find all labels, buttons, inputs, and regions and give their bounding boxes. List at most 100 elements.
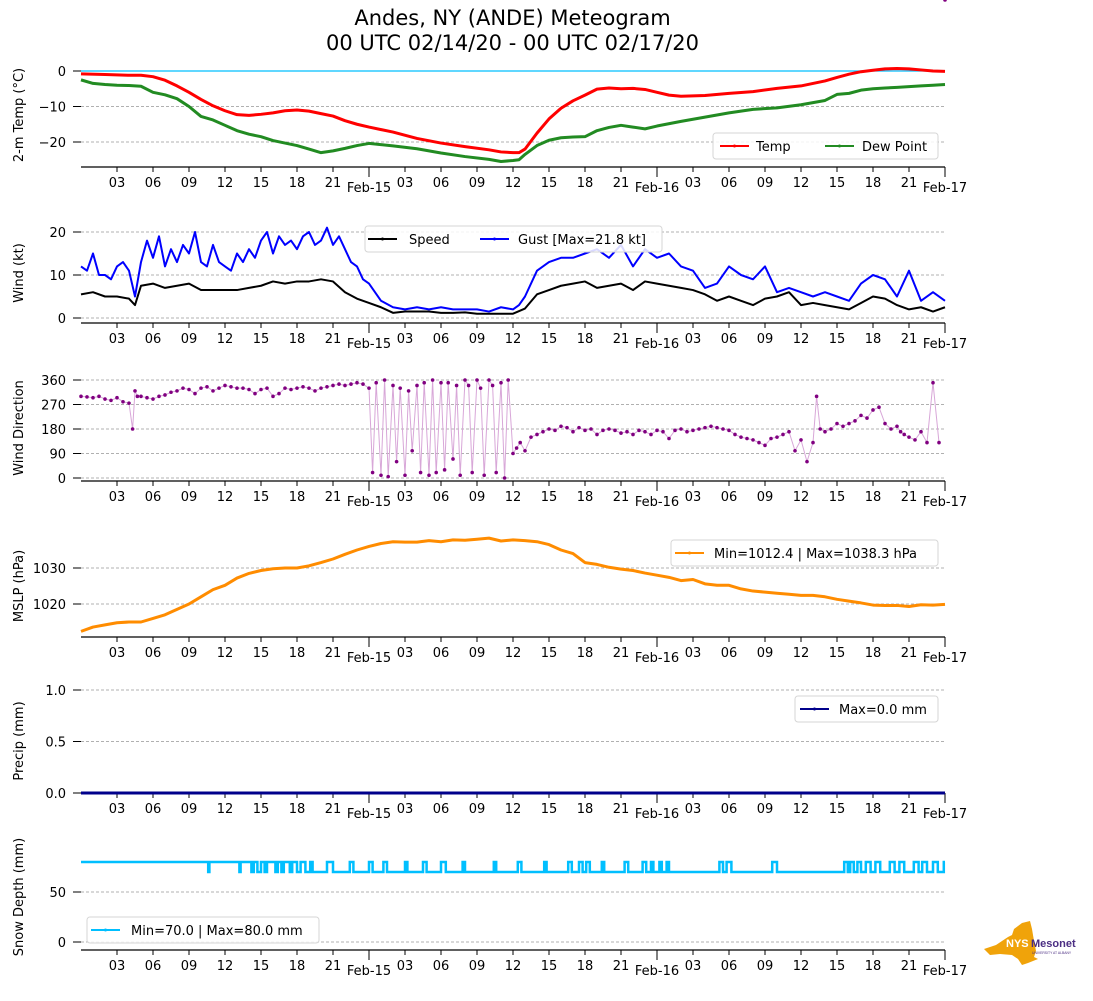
chart-title: Andes, NY (ANDE) Meteogram 00 UTC 02/14/… xyxy=(0,6,1025,56)
direction-point xyxy=(205,385,209,389)
x-tick-label: 12 xyxy=(217,646,234,661)
x-tick-label: 03 xyxy=(685,646,702,661)
direction-point xyxy=(919,429,923,434)
direction-point xyxy=(895,424,899,429)
direction-point xyxy=(818,427,822,431)
direction-point xyxy=(625,429,629,434)
x-tick-label: 06 xyxy=(433,646,450,661)
y-axis-label: MSLP (hPa) xyxy=(12,550,27,622)
direction-point xyxy=(466,383,471,388)
direction-point xyxy=(463,378,467,382)
x-tick-label: 12 xyxy=(793,802,810,817)
x-tick-label: 12 xyxy=(793,176,810,191)
direction-point xyxy=(139,394,143,399)
direction-point xyxy=(745,436,749,441)
y-tick-label: 360 xyxy=(41,374,66,389)
direction-point xyxy=(541,429,545,434)
x-tick-label: 12 xyxy=(505,332,522,347)
y-tick-label: −20 xyxy=(39,136,66,151)
x-tick-label: 03 xyxy=(109,332,126,347)
direction-point xyxy=(379,473,383,478)
direction-point xyxy=(157,394,161,399)
direction-point xyxy=(769,436,773,441)
direction-point xyxy=(283,386,287,390)
x-tick-label: 15 xyxy=(541,802,558,817)
legend-marker xyxy=(688,551,691,555)
logo-university-text: UNIVERSITY AT ALBANY xyxy=(1032,951,1072,955)
legend-marker xyxy=(493,237,496,241)
x-tick-label: 12 xyxy=(505,176,522,191)
direction-point xyxy=(529,435,533,439)
x-tick-label: 21 xyxy=(901,959,918,974)
direction-point xyxy=(325,385,329,389)
x-tick-label: 15 xyxy=(829,176,846,191)
x-tick-label: 12 xyxy=(505,802,522,817)
direction-point xyxy=(889,427,893,431)
x-tick-label: 21 xyxy=(901,490,918,505)
x-tick-label: 18 xyxy=(865,176,882,191)
x-tick-label: 12 xyxy=(217,959,234,974)
x-tick-label: 18 xyxy=(865,490,882,505)
x-tick-label: 12 xyxy=(793,332,810,347)
legend-box xyxy=(364,225,663,253)
x-tick-label: 18 xyxy=(577,959,594,974)
direction-point xyxy=(691,428,695,433)
direction-point xyxy=(181,386,185,390)
direction-point xyxy=(151,397,155,401)
direction-point xyxy=(115,395,119,400)
x-tick-label: 15 xyxy=(541,332,558,347)
x-tick-label: 15 xyxy=(253,332,270,347)
x-major-tick-label: Feb-16 xyxy=(635,181,679,196)
direction-point xyxy=(619,431,623,435)
x-tick-label: 06 xyxy=(721,332,738,347)
direction-point xyxy=(442,468,447,472)
x-tick-label: 15 xyxy=(253,490,270,505)
direction-point xyxy=(470,470,475,475)
x-tick-label: 18 xyxy=(577,802,594,817)
direction-point xyxy=(199,386,203,390)
direction-point xyxy=(841,424,845,429)
y-tick-label: 0.0 xyxy=(45,787,66,802)
x-tick-label: 03 xyxy=(109,959,126,974)
x-tick-label: 09 xyxy=(181,802,198,817)
x-tick-label: 18 xyxy=(289,959,306,974)
legend-marker xyxy=(838,144,841,148)
x-tick-label: 03 xyxy=(685,332,702,347)
y-tick-label: 1.0 xyxy=(45,684,66,699)
direction-point xyxy=(643,429,647,434)
x-tick-label: 12 xyxy=(793,646,810,661)
y-tick-label: 1030 xyxy=(33,562,66,577)
x-tick-label: 03 xyxy=(685,802,702,817)
legend-mslp: Min=1012.4 | Max=1038.3 hPa xyxy=(670,539,939,567)
legend-temp: Temp Dew Point xyxy=(712,132,939,160)
x-tick-label: 15 xyxy=(541,646,558,661)
direction-point xyxy=(931,380,935,385)
panel-wind: 0 10 20 Wind (kt) 03 06 09 12 15 18 21 03 06 09 12 15 18… xyxy=(12,225,967,352)
direction-point xyxy=(367,386,371,390)
direction-point xyxy=(370,470,375,475)
direction-point xyxy=(853,419,857,423)
ny-state-shape-icon xyxy=(984,921,1038,965)
direction-point xyxy=(307,386,311,390)
direction-point xyxy=(811,440,815,445)
direction-point xyxy=(127,401,131,405)
direction-point xyxy=(295,386,299,390)
direction-point xyxy=(277,391,281,396)
x-tick-label: 15 xyxy=(829,646,846,661)
x-tick-label: 15 xyxy=(541,959,558,974)
x-tick-label: 12 xyxy=(217,802,234,817)
direction-point xyxy=(757,440,761,445)
x-tick-label: 18 xyxy=(865,802,882,817)
x-tick-label: 06 xyxy=(145,490,162,505)
x-tick-label: 15 xyxy=(829,332,846,347)
y-axis-label: Precip (mm) xyxy=(12,701,27,780)
x-tick-label: 18 xyxy=(289,646,306,661)
x-tick-label: 03 xyxy=(397,802,414,817)
x-tick-label: 21 xyxy=(613,176,630,191)
x-major-tick-label: Feb-16 xyxy=(635,651,679,666)
direction-point xyxy=(937,440,941,445)
x-tick-label: 12 xyxy=(793,959,810,974)
y-tick-label: 20 xyxy=(49,226,66,241)
direction-point xyxy=(559,424,563,429)
direction-point xyxy=(814,394,819,399)
